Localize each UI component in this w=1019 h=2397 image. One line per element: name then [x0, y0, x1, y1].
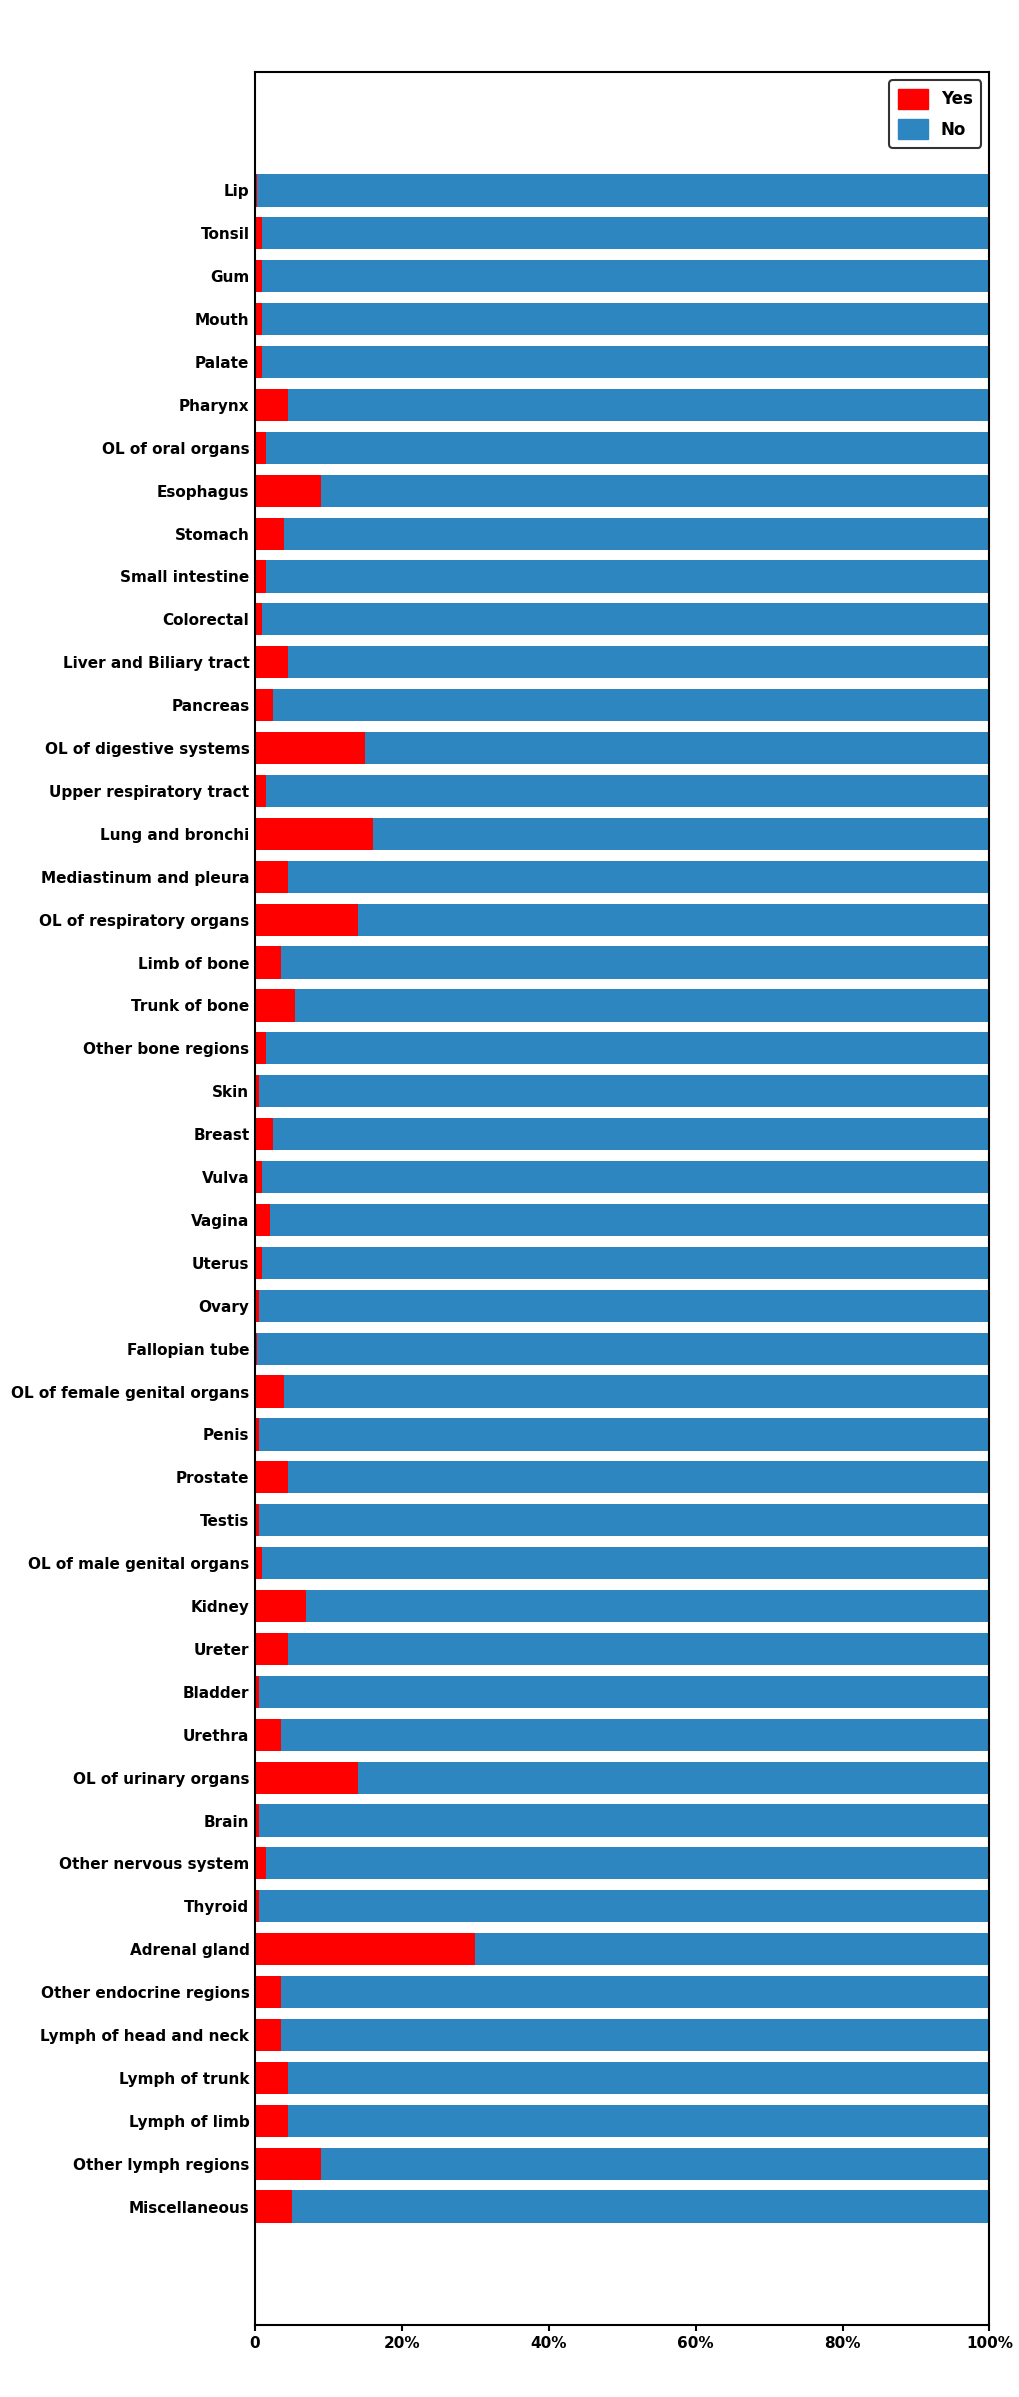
Bar: [266, 431, 988, 465]
Bar: [287, 861, 988, 892]
Legend: Yes, No: Yes, No: [889, 79, 980, 149]
Bar: [255, 2061, 287, 2095]
Bar: [273, 688, 988, 721]
Bar: [287, 647, 988, 678]
Bar: [266, 561, 988, 592]
Bar: [284, 518, 988, 549]
Bar: [262, 1160, 988, 1194]
Bar: [262, 302, 988, 336]
Bar: [255, 1762, 358, 1793]
Bar: [259, 1676, 988, 1709]
Bar: [266, 774, 988, 808]
Bar: [259, 1076, 988, 1107]
Bar: [266, 1033, 988, 1064]
Bar: [475, 1932, 988, 1966]
Bar: [321, 2148, 988, 2179]
Bar: [259, 1505, 988, 1536]
Bar: [262, 261, 988, 292]
Bar: [255, 1117, 273, 1151]
Bar: [255, 431, 266, 465]
Bar: [291, 2191, 988, 2222]
Bar: [262, 218, 988, 249]
Bar: [255, 1932, 475, 1966]
Bar: [255, 774, 266, 808]
Bar: [255, 1033, 266, 1064]
Bar: [255, 388, 287, 422]
Bar: [255, 1290, 259, 1321]
Bar: [269, 1203, 988, 1237]
Bar: [262, 1246, 988, 1280]
Bar: [284, 1376, 988, 1407]
Bar: [255, 1632, 287, 1666]
Bar: [255, 1505, 259, 1536]
Bar: [255, 1419, 259, 1450]
Bar: [255, 1076, 259, 1107]
Bar: [280, 1719, 988, 1750]
Bar: [255, 1546, 262, 1580]
Bar: [255, 647, 287, 678]
Bar: [255, 345, 262, 379]
Bar: [255, 2191, 291, 2222]
Bar: [372, 817, 988, 851]
Bar: [262, 345, 988, 379]
Bar: [255, 688, 273, 721]
Bar: [365, 731, 988, 765]
Bar: [287, 2105, 988, 2136]
Bar: [255, 475, 321, 506]
Bar: [296, 990, 988, 1021]
Bar: [255, 990, 296, 1021]
Bar: [358, 1762, 988, 1793]
Bar: [262, 1546, 988, 1580]
Bar: [259, 1805, 988, 1836]
Bar: [255, 218, 262, 249]
Bar: [287, 2061, 988, 2095]
Bar: [255, 302, 262, 336]
Bar: [255, 1975, 280, 2009]
Bar: [262, 604, 988, 635]
Bar: [255, 604, 262, 635]
Bar: [306, 1589, 988, 1623]
Bar: [255, 518, 284, 549]
Bar: [255, 1589, 306, 1623]
Bar: [255, 947, 280, 978]
Bar: [255, 2148, 321, 2179]
Bar: [287, 1462, 988, 1493]
Bar: [255, 1333, 257, 1364]
Bar: [255, 861, 287, 892]
Bar: [287, 1632, 988, 1666]
Bar: [259, 1419, 988, 1450]
Bar: [255, 2105, 287, 2136]
Bar: [255, 175, 257, 206]
Bar: [280, 2018, 988, 2052]
Bar: [255, 817, 372, 851]
Bar: [255, 1891, 259, 1922]
Bar: [280, 947, 988, 978]
Bar: [255, 1462, 287, 1493]
Bar: [255, 731, 365, 765]
Bar: [266, 1848, 988, 1879]
Bar: [255, 261, 262, 292]
Bar: [259, 1290, 988, 1321]
Bar: [287, 388, 988, 422]
Bar: [255, 1848, 266, 1879]
Bar: [358, 904, 988, 935]
Bar: [255, 904, 358, 935]
Bar: [255, 1160, 262, 1194]
Bar: [255, 1246, 262, 1280]
Bar: [255, 1805, 259, 1836]
Bar: [255, 1376, 284, 1407]
Bar: [255, 1719, 280, 1750]
Bar: [255, 1203, 269, 1237]
Bar: [257, 1333, 988, 1364]
Bar: [257, 175, 988, 206]
Bar: [259, 1891, 988, 1922]
Bar: [255, 561, 266, 592]
Bar: [280, 1975, 988, 2009]
Bar: [273, 1117, 988, 1151]
Bar: [321, 475, 988, 506]
Bar: [255, 2018, 280, 2052]
Bar: [255, 1676, 259, 1709]
